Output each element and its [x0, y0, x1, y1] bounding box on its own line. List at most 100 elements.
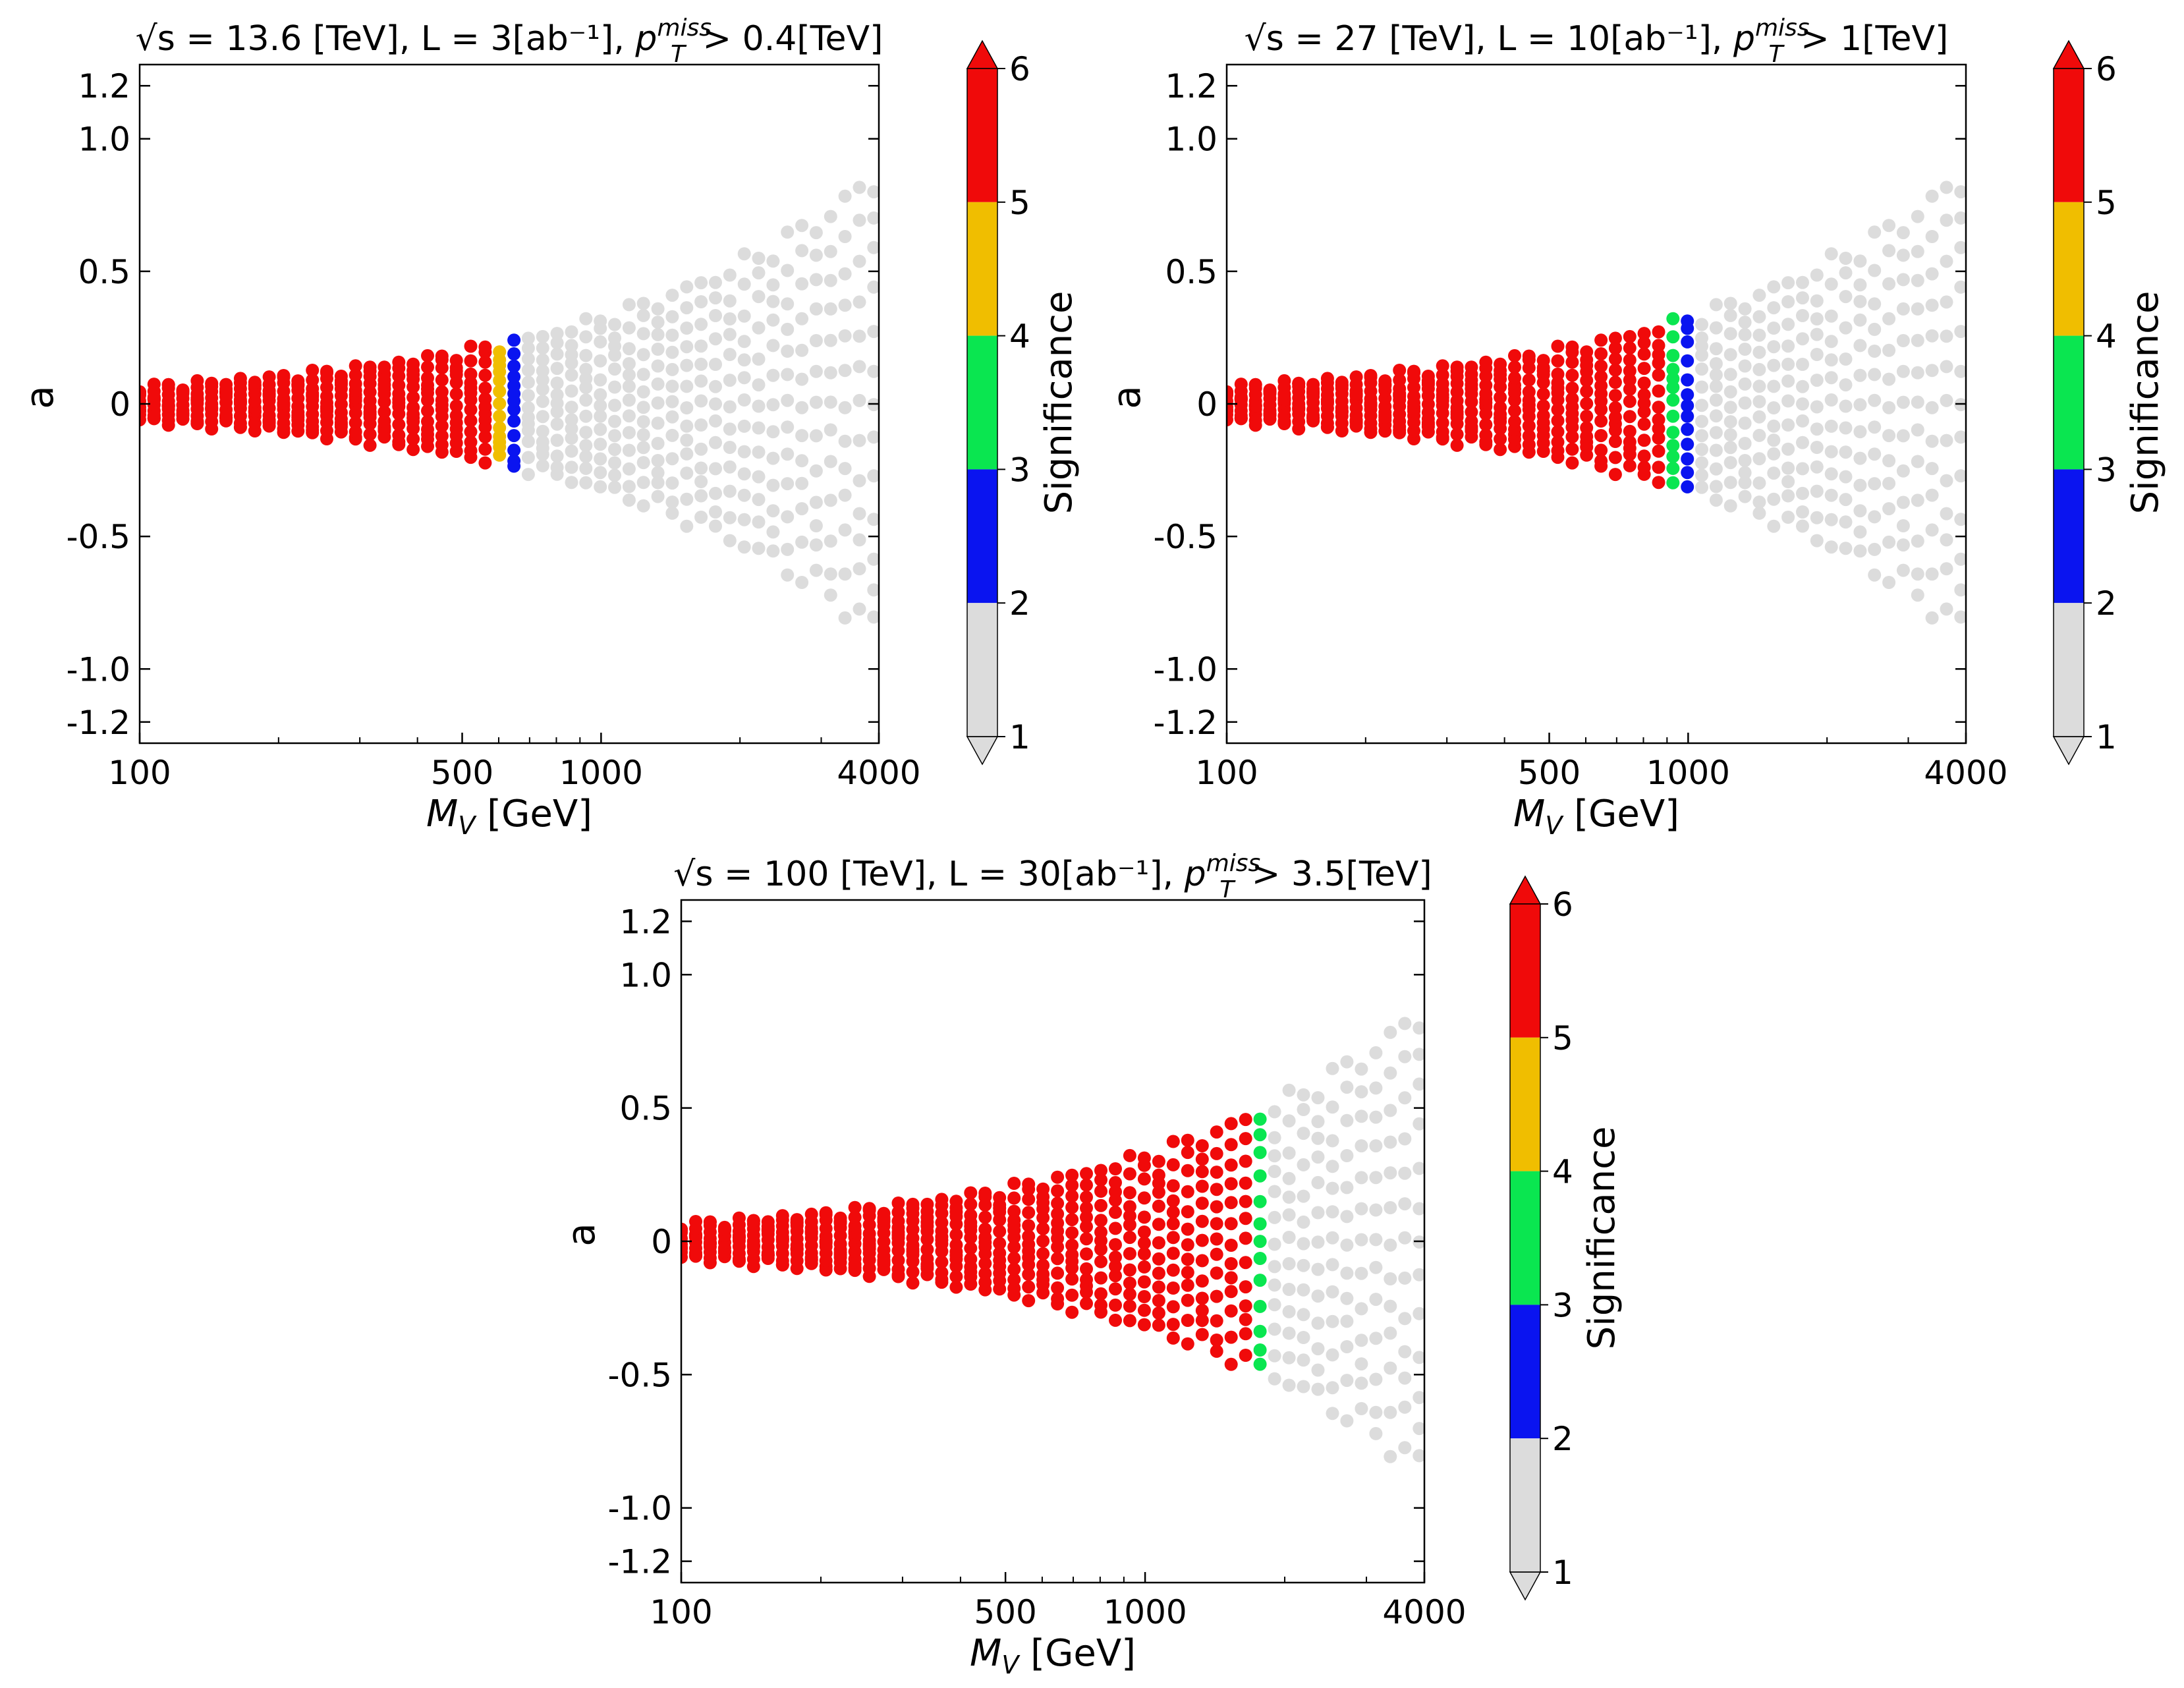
data-point — [993, 1191, 1007, 1204]
data-point — [1723, 401, 1737, 414]
data-point — [1166, 1231, 1180, 1245]
data-point — [1925, 189, 1939, 203]
data-point — [550, 434, 564, 447]
data-point — [993, 1237, 1007, 1251]
data-point — [838, 189, 852, 203]
data-point — [1311, 1131, 1325, 1145]
data-point — [1853, 504, 1867, 518]
data-point — [1413, 1162, 1424, 1175]
data-point — [363, 360, 377, 374]
data-point — [1282, 1191, 1296, 1204]
data-point — [1166, 1331, 1180, 1345]
y-tick-label: -0.5 — [66, 518, 130, 556]
data-point — [1767, 340, 1781, 354]
data-point — [1239, 1132, 1252, 1146]
data-point — [1709, 426, 1723, 439]
data-point — [1824, 540, 1838, 554]
data-point — [978, 1222, 992, 1236]
data-point — [1565, 368, 1579, 382]
data-point — [536, 459, 549, 472]
data-point — [1413, 1307, 1424, 1320]
data-point — [1652, 401, 1666, 414]
data-point — [853, 602, 866, 616]
data-point — [824, 493, 837, 507]
data-point — [746, 1214, 760, 1227]
data-point — [464, 403, 478, 416]
data-point — [1297, 1103, 1310, 1116]
data-point — [1522, 419, 1536, 433]
data-point — [1896, 538, 1910, 552]
data-point — [1297, 1127, 1310, 1140]
data-point — [853, 533, 866, 547]
data-point — [1195, 1328, 1209, 1341]
data-point — [1810, 534, 1824, 548]
data-point — [1152, 1168, 1165, 1182]
data-point — [1398, 1312, 1412, 1326]
data-point — [838, 267, 852, 281]
data-point — [1181, 1278, 1194, 1292]
data-point — [1080, 1247, 1093, 1261]
data-point — [594, 466, 607, 480]
data-point — [1181, 1205, 1194, 1219]
data-point — [1896, 273, 1910, 287]
data-point — [1195, 1291, 1209, 1305]
data-point — [978, 1210, 992, 1224]
data-point — [993, 1225, 1007, 1238]
data-point — [1522, 373, 1536, 387]
data-point — [1508, 404, 1521, 418]
data-point — [1465, 405, 1478, 419]
data-point — [1239, 1195, 1252, 1208]
data-point — [1152, 1280, 1165, 1294]
data-point — [579, 426, 593, 439]
data-point — [1594, 359, 1608, 373]
data-point — [809, 364, 823, 378]
data-point — [1398, 1050, 1412, 1063]
data-point — [1398, 1132, 1412, 1146]
data-point — [766, 504, 780, 518]
data-point — [636, 499, 650, 513]
data-point — [1384, 1201, 1397, 1214]
data-point — [421, 414, 434, 428]
data-point — [1109, 1259, 1122, 1273]
data-point — [1268, 1210, 1281, 1224]
x-tick-label: 1000 — [1646, 754, 1730, 792]
data-point — [1239, 1154, 1252, 1168]
data-point — [723, 327, 737, 341]
data-point — [1839, 378, 1853, 392]
data-point — [1681, 466, 1694, 480]
data-point — [1181, 1293, 1194, 1307]
data-point — [1623, 410, 1637, 424]
data-point — [1608, 451, 1622, 464]
data-point — [1896, 464, 1910, 478]
colorbar-label: Significance — [2124, 291, 2167, 515]
colorbar-band — [967, 69, 997, 202]
data-point — [1094, 1254, 1107, 1268]
data-point — [891, 1196, 905, 1210]
data-point — [1340, 1414, 1354, 1428]
data-point — [521, 341, 535, 355]
data-point — [507, 443, 521, 457]
data-point — [964, 1197, 978, 1211]
data-point — [1666, 312, 1680, 325]
data-point — [1882, 343, 1896, 357]
data-point — [737, 335, 751, 349]
data-point — [1738, 396, 1752, 410]
data-point — [694, 511, 708, 524]
data-point — [1824, 445, 1838, 459]
data-point — [949, 1238, 963, 1252]
data-point — [978, 1256, 992, 1270]
data-point — [248, 376, 262, 389]
data-point — [1393, 364, 1407, 377]
data-point — [1080, 1167, 1093, 1181]
data-point — [1767, 419, 1781, 433]
data-point — [795, 576, 809, 589]
data-point — [1398, 1091, 1412, 1105]
data-point — [1398, 1345, 1412, 1359]
data-point — [1224, 1271, 1238, 1285]
data-point — [766, 478, 780, 492]
data-point — [651, 416, 665, 430]
data-point — [1911, 366, 1924, 380]
data-point — [233, 372, 247, 385]
data-point — [1340, 1081, 1354, 1094]
data-point — [709, 397, 722, 411]
